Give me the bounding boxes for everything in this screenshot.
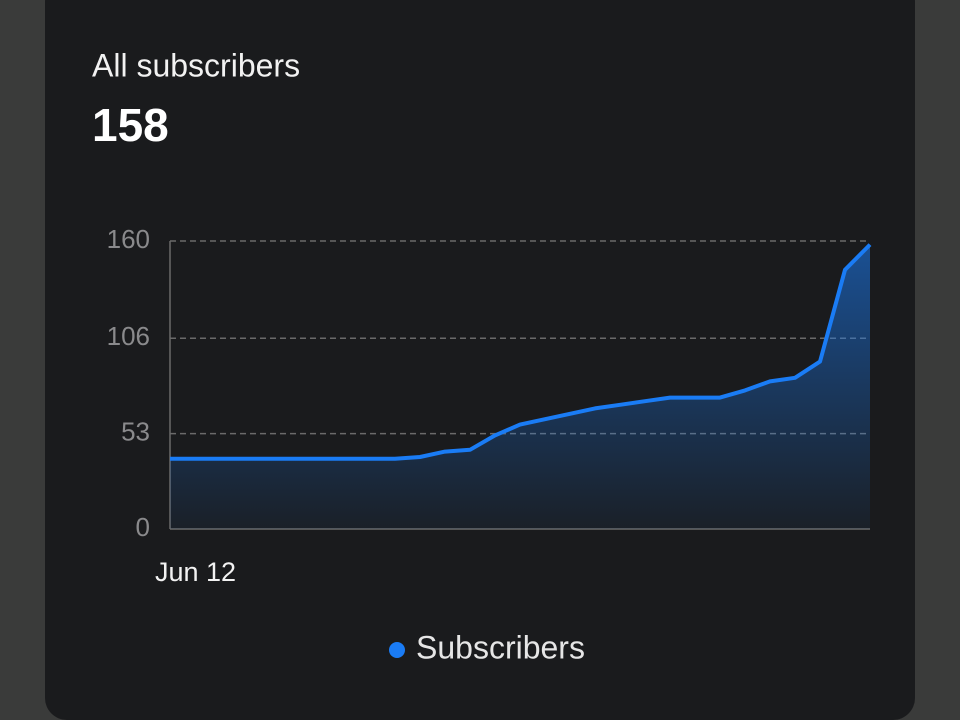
legend-label: Subscribers [416, 629, 585, 665]
y-tick-label: 53 [121, 416, 150, 446]
page: {"chart_data":{"type":"line","title":"Al… [45, 0, 915, 720]
legend-dot [389, 642, 405, 658]
y-tick-label: 106 [107, 321, 150, 351]
card [45, 0, 915, 720]
headline-value: 158 [92, 99, 169, 151]
y-tick-label: 160 [107, 224, 150, 254]
card-title: All subscribers [92, 47, 300, 83]
x-tick-label: Jun 12 [155, 557, 236, 587]
y-tick-label: 0 [136, 512, 150, 542]
chart: All subscribers 158 0 53 106 160 Jun 12 Subsc… [92, 47, 872, 665]
line [170, 243, 872, 461]
area [170, 244, 870, 529]
